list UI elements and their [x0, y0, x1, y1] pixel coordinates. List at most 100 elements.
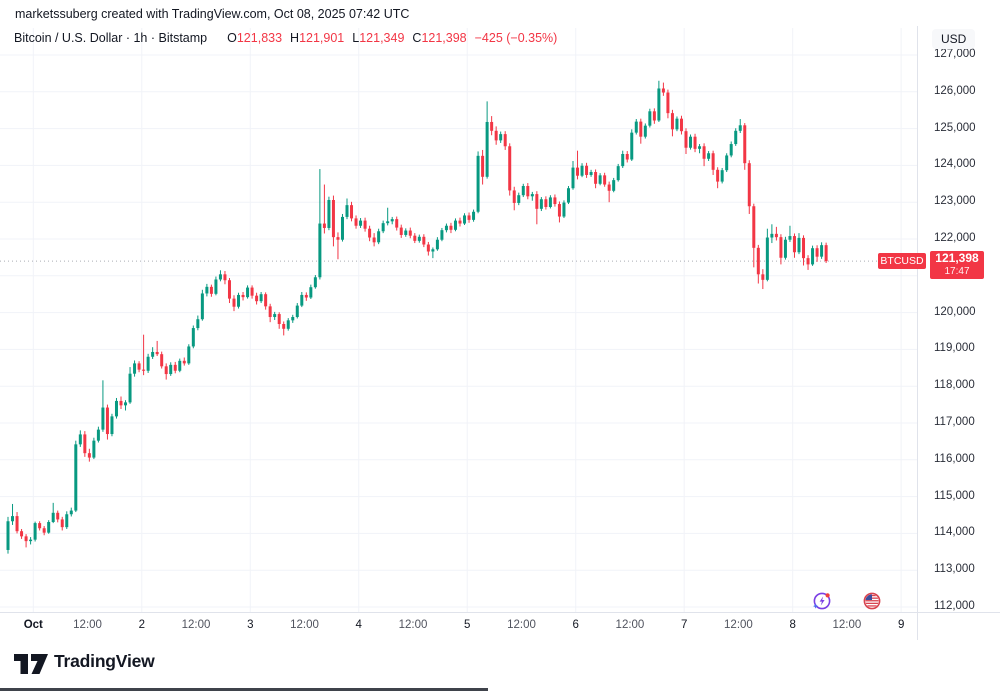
- candle: [390, 216, 394, 225]
- ohlc-close-key: C: [412, 31, 422, 45]
- candle: [182, 357, 186, 366]
- candle: [273, 311, 277, 320]
- candle: [200, 289, 204, 321]
- candle: [811, 245, 815, 266]
- candle: [51, 502, 55, 524]
- candle: [734, 128, 738, 146]
- candle: [467, 212, 471, 223]
- candle: [725, 153, 729, 173]
- candle: [621, 150, 625, 168]
- candle: [698, 144, 702, 154]
- candle: [643, 123, 647, 139]
- candle: [137, 361, 141, 373]
- ohlc-close-value: 121,398: [421, 31, 467, 45]
- time-tick-label: 5: [464, 619, 471, 631]
- chart-legend[interactable]: Bitcoin / U.S. Dollar · 1h · Bitstamp O12…: [14, 31, 557, 45]
- time-tick-label: 12:00: [73, 619, 102, 631]
- candle: [702, 143, 706, 167]
- brand-name[interactable]: TradingView: [54, 651, 155, 671]
- candle: [114, 397, 118, 419]
- price-line-symbol-tag: BTCUSD: [878, 253, 926, 270]
- time-tick-label: 12:00: [290, 619, 319, 631]
- candle: [634, 119, 638, 135]
- candle: [65, 511, 69, 529]
- candle: [96, 426, 100, 443]
- candle: [286, 318, 290, 331]
- time-axis[interactable]: Oct 12:00 2 12:00 3 12:00 4 12:00 5 12:00 6 12:00 7 1…: [0, 612, 917, 640]
- candle: [69, 507, 73, 517]
- candle: [476, 151, 480, 214]
- events-icon[interactable]: [812, 591, 832, 611]
- time-tick-label: 12:00: [832, 619, 862, 631]
- price-tick-label: 120,000: [934, 305, 976, 318]
- candle: [693, 133, 697, 153]
- candle: [164, 363, 168, 380]
- candle: [78, 430, 82, 447]
- currency-label[interactable]: USD: [932, 29, 976, 49]
- candle: [322, 184, 326, 234]
- time-tick-label: 12:00: [615, 619, 645, 631]
- candle: [761, 269, 765, 290]
- candle: [661, 82, 665, 96]
- time-tick-label: 12:00: [181, 619, 211, 631]
- time-tick-label: 12:00: [507, 619, 536, 631]
- candle: [354, 215, 358, 229]
- candle: [449, 222, 453, 234]
- candle: [431, 247, 435, 259]
- candle: [124, 400, 128, 411]
- price-tick-label: 115,000: [934, 489, 975, 502]
- candle: [300, 291, 304, 308]
- candle: [444, 223, 448, 233]
- candle: [345, 198, 349, 220]
- candle: [752, 203, 756, 268]
- tradingview-logo-icon[interactable]: [14, 653, 50, 680]
- ohlc-high-value: 121,901: [299, 31, 345, 45]
- candle: [246, 285, 250, 299]
- candle: [133, 360, 137, 377]
- candle: [381, 220, 385, 234]
- price-tick-label: 114,000: [934, 526, 975, 539]
- attribution-text: marketssuberg created with TradingView.c…: [15, 7, 410, 21]
- candle: [255, 292, 259, 305]
- candle: [458, 217, 462, 227]
- candle: [571, 160, 575, 190]
- candle: [169, 362, 173, 376]
- candle: [521, 183, 525, 198]
- us-flag-icon[interactable]: [862, 591, 882, 611]
- candle: [363, 217, 367, 232]
- candle: [417, 234, 421, 243]
- candle: [291, 314, 295, 323]
- price-tick-label: 126,000: [934, 84, 976, 97]
- candle: [503, 131, 507, 150]
- candle: [802, 235, 806, 266]
- candle: [56, 510, 60, 523]
- price-axis[interactable]: 127,000 126,000 125,000 124,000 123,000 122,0…: [917, 26, 1000, 612]
- time-tick-label: 3: [247, 619, 254, 631]
- candle: [557, 201, 561, 223]
- candle: [756, 244, 760, 284]
- candle: [214, 276, 218, 296]
- candle: [259, 291, 263, 304]
- candle: [232, 295, 236, 312]
- candle: [209, 284, 213, 297]
- candle: [435, 237, 439, 251]
- candle: [142, 334, 146, 376]
- candle: [33, 521, 37, 542]
- candle: [404, 228, 408, 237]
- candle: [607, 181, 611, 203]
- candle: [250, 285, 254, 299]
- symbol-title[interactable]: Bitcoin / U.S. Dollar · 1h · Bitstamp: [14, 31, 208, 45]
- candle: [413, 233, 417, 244]
- footer: TradingView: [0, 640, 1000, 688]
- candle: [146, 353, 150, 373]
- candle: [648, 108, 652, 128]
- candle: [386, 207, 390, 226]
- candle: [268, 303, 272, 323]
- candle: [155, 340, 159, 357]
- candle: [277, 312, 281, 329]
- candle: [815, 245, 819, 262]
- ohlc-low-value: 121,349: [359, 31, 405, 45]
- time-tick-label: 12:00: [724, 619, 753, 631]
- price-axis-separator: [917, 26, 918, 640]
